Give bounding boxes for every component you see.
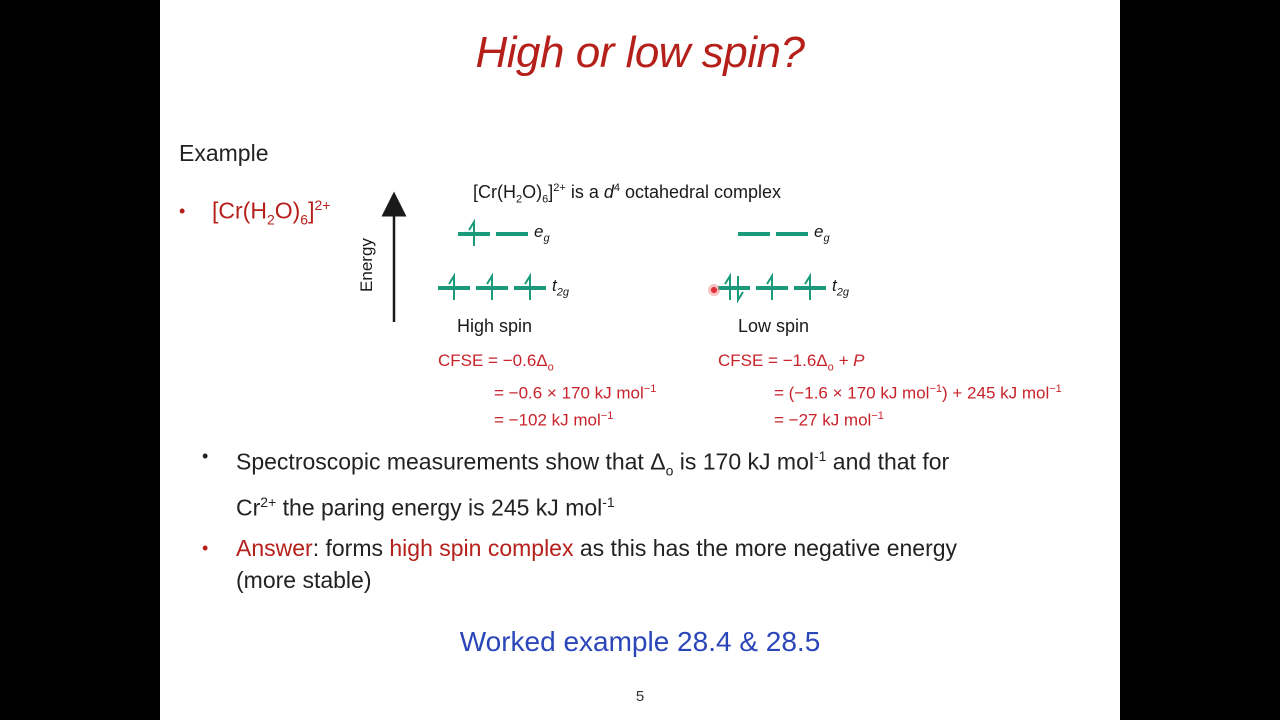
page-number: 5 [635, 688, 645, 705]
high-spin-label: High spin [457, 316, 533, 336]
bullet-answer: Answer: forms high spin complex as this … [236, 535, 958, 593]
laser-pointer [708, 284, 720, 296]
ls-t2g-spin-up-1 [724, 272, 731, 300]
ls-t2g-spin-down-1 [737, 276, 744, 304]
hs-t2g-label: t2g [552, 276, 569, 299]
example-label: Example [179, 140, 269, 166]
hs-eg-spin-up [468, 218, 475, 246]
bullet-spectroscopic: Spectroscopic measurements show that Δo … [236, 448, 950, 521]
slide-title: High or low spin? [475, 28, 806, 77]
diagram-caption: [Cr(H2O)6]2+ is a d4 octahedral complex [473, 182, 782, 206]
orbital-splitting-diagram: [Cr(H2O)6]2+ is a d4 octahedral complex … [350, 178, 1110, 430]
hs-t2g-spin-up-2 [486, 272, 493, 300]
ls-eg-label: eg [814, 222, 830, 245]
complex-formula: [Cr(H2O)6]2+ [212, 197, 331, 228]
cfse-high-spin: CFSE = −0.6Δo = −0.6 × 170 kJ mol−1 = −1… [438, 351, 657, 430]
slide: High or low spin? Example • [Cr(H2O)6]2+ [160, 0, 1120, 720]
low-spin-label: Low spin [738, 316, 810, 336]
hs-t2g-spin-up-1 [448, 272, 455, 300]
bullet-dot: • [202, 538, 209, 558]
energy-axis-label: Energy [357, 238, 376, 292]
orbital-diagram-graphics [381, 191, 826, 322]
bullet-dot: • [179, 201, 186, 221]
worked-example-link[interactable]: Worked example 28.4 & 28.5 [459, 626, 821, 657]
hs-eg-label: eg [534, 222, 550, 245]
ls-t2g-label: t2g [832, 276, 849, 299]
ls-t2g-spin-up-3 [804, 272, 811, 300]
hs-t2g-spin-up-3 [524, 272, 531, 300]
cfse-low-spin: CFSE = −1.6Δo + P = (−1.6 × 170 kJ mol−1… [718, 351, 1062, 430]
bullet-dot: • [202, 446, 209, 466]
ls-t2g-spin-up-2 [766, 272, 773, 300]
